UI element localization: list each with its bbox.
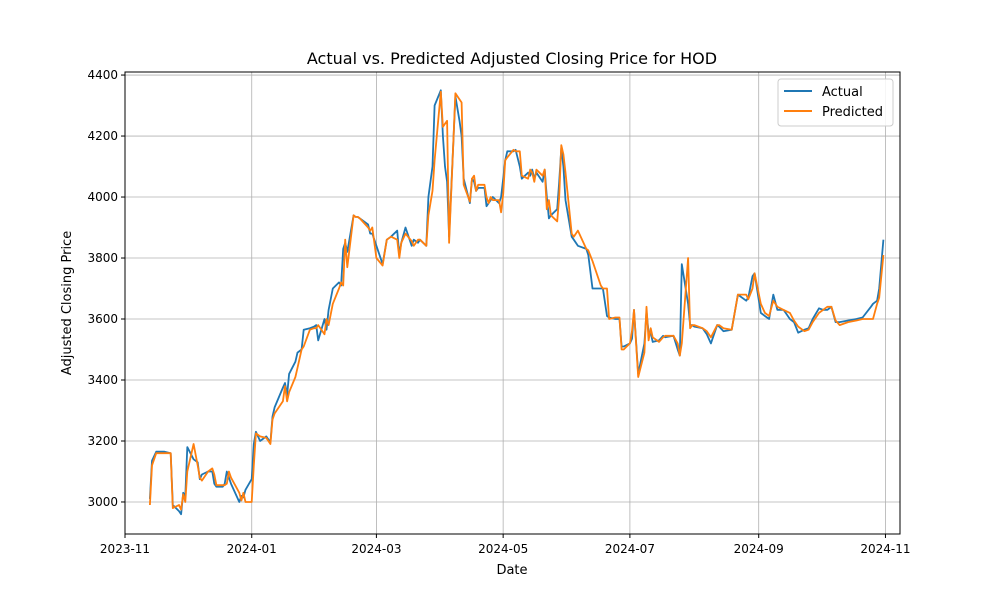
y-axis-ticks: 3000 3200 3400 3600 3800 4000 4200 4400 (87, 68, 125, 509)
y-tick-label: 3000 (87, 495, 118, 509)
x-tick-label: 2024-11 (860, 542, 910, 556)
y-axis-label: Adjusted Closing Price (60, 231, 75, 375)
x-tick-label: 2024-05 (478, 542, 528, 556)
chart-title: Actual vs. Predicted Adjusted Closing Pr… (307, 49, 717, 68)
x-tick-label: 2024-07 (605, 542, 655, 556)
y-tick-label: 3600 (87, 312, 118, 326)
x-tick-label: 2024-03 (351, 542, 401, 556)
x-tick-label: 2023-11 (100, 542, 150, 556)
legend: Actual Predicted (777, 78, 894, 127)
x-tick-label: 2024-01 (227, 542, 277, 556)
x-tick-label: 2024-09 (734, 542, 784, 556)
y-tick-label: 4200 (87, 129, 118, 143)
y-tick-label: 4400 (87, 68, 118, 82)
plot-frame (124, 71, 901, 535)
y-tick-label: 3200 (87, 434, 118, 448)
x-axis-label: Date (496, 563, 527, 578)
series-line-predicted (149, 90, 885, 511)
y-tick-label: 3800 (87, 251, 118, 265)
legend-label-predicted: Predicted (822, 105, 883, 120)
plot-lines (149, 89, 885, 516)
legend-label-actual: Actual (822, 85, 863, 100)
x-axis-ticks: 2023-11 2024-01 2024-03 2024-05 2024-07 2024-… (100, 534, 911, 556)
y-tick-label: 3400 (87, 373, 118, 387)
y-tick-label: 4000 (87, 190, 118, 204)
